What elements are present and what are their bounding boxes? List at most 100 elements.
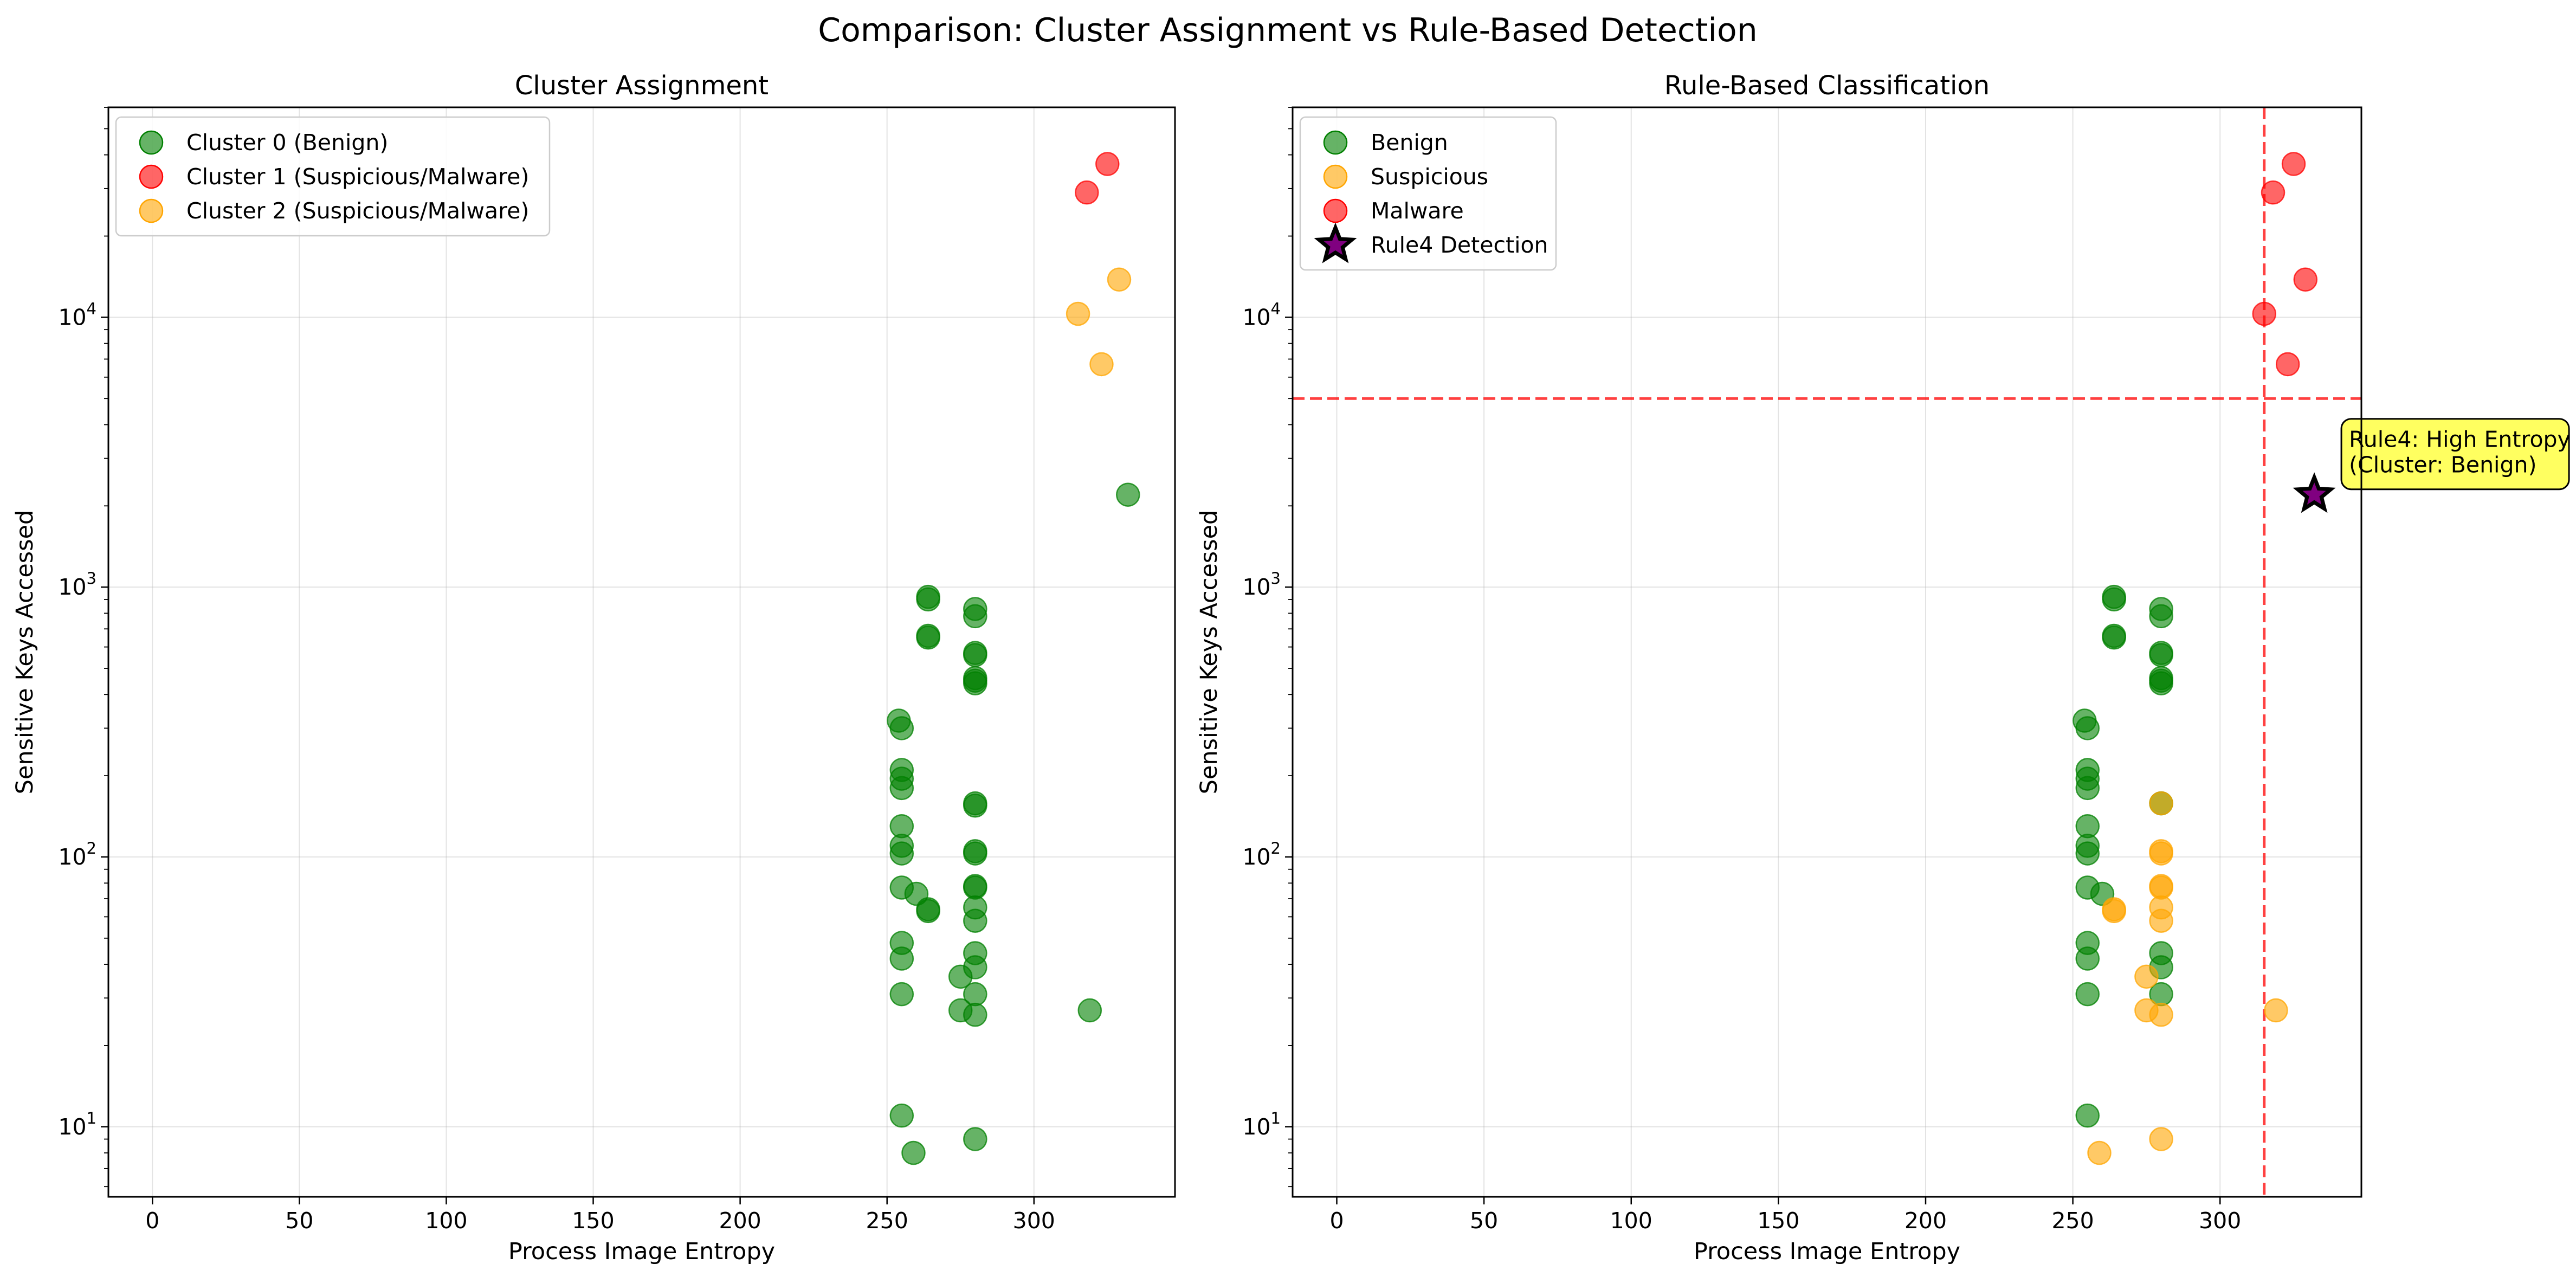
legend-marker: [139, 198, 164, 223]
data-point: [901, 1140, 926, 1165]
data-point: [889, 716, 914, 740]
x-tick-label: 200: [1904, 1208, 1947, 1234]
annotation-box: [2340, 418, 2570, 491]
x-tick-label: 150: [572, 1208, 614, 1234]
x-axis-label: Process Image Entropy: [508, 1238, 775, 1265]
cluster-assignment-panel: Cluster Assignment 0 50 100 150 200 250 300 101 1…: [11, 70, 1176, 1265]
data-point: [2075, 1103, 2100, 1128]
x-tick-label: 0: [1329, 1208, 1344, 1234]
data-point: [1077, 998, 1102, 1023]
x-tick-label: 300: [2199, 1208, 2241, 1234]
data-point: [916, 899, 940, 924]
legend-box: [1299, 116, 1557, 271]
legend-marker-star: [1314, 222, 1357, 263]
plot-frame: [107, 106, 1176, 1198]
legend-marker: [1323, 130, 1348, 155]
x-tick-label: 250: [866, 1208, 908, 1234]
data-point: [2075, 841, 2100, 866]
data-point: [2275, 352, 2300, 377]
data-point: [963, 841, 987, 866]
data-point: [2252, 301, 2276, 326]
data-point: [2149, 841, 2173, 866]
data-point: [2149, 643, 2173, 667]
data-point: [1107, 267, 1132, 292]
data-point: [1095, 152, 1120, 176]
data-point: [2075, 982, 2100, 1007]
legend: Benign Suspicious Malware Rule4 Detection: [1299, 116, 1557, 271]
panel-title: Cluster Assignment: [515, 70, 769, 101]
data-point: [889, 841, 914, 866]
legend-entry-label: Cluster 2 (Suspicious/Malware): [186, 198, 529, 224]
data-point: [963, 1002, 987, 1027]
y-tick-label: 101: [1242, 1109, 1281, 1140]
data-point: [963, 908, 987, 933]
y-axis-label: Sensitive Keys Accessed: [11, 510, 38, 795]
data-point: [1089, 352, 1114, 377]
data-point: [963, 671, 987, 695]
legend-marker: [1323, 164, 1348, 189]
annotation-text: Rule4: High Entropy: [2349, 427, 2571, 453]
y-tick-label: 102: [1242, 839, 1281, 870]
x-tick-label: 200: [719, 1208, 761, 1234]
y-tick-label: 101: [58, 1109, 96, 1140]
data-point: [963, 793, 987, 818]
data-point: [963, 955, 987, 979]
data-point: [963, 1127, 987, 1151]
legend-entry-label: Malware: [1371, 198, 1464, 224]
data-point: [2102, 626, 2126, 650]
panel-title: Rule-Based Classification: [1664, 70, 1990, 101]
legend-entry-label: Cluster 1 (Suspicious/Malware): [186, 164, 529, 190]
grid: [1293, 107, 2361, 1197]
x-tick-label: 0: [145, 1208, 159, 1234]
x-tick-label: 250: [2051, 1208, 2094, 1234]
data-points: [2073, 152, 2336, 1165]
data-point: [1075, 180, 1099, 205]
x-tick-label: 50: [1470, 1208, 1498, 1234]
data-point: [963, 604, 987, 629]
y-tick-label: 103: [58, 569, 96, 600]
y-tick-label: 103: [1242, 569, 1281, 600]
legend-marker: [1323, 198, 1348, 223]
data-point: [2075, 946, 2100, 971]
data-point: [2149, 604, 2173, 629]
data-point: [889, 982, 914, 1007]
x-axis-label: Process Image Entropy: [1694, 1238, 1960, 1265]
data-point: [2134, 964, 2159, 989]
data-point: [2293, 267, 2318, 292]
legend-entry-label: Suspicious: [1371, 164, 1488, 190]
data-point: [2149, 671, 2173, 695]
grid: [108, 107, 1175, 1197]
data-point: [963, 982, 987, 1007]
data-point: [2102, 899, 2126, 924]
y-tick-label: 104: [58, 299, 96, 330]
data-point: [2075, 716, 2100, 740]
data-point: [2149, 791, 2173, 816]
data-point: [1066, 301, 1090, 326]
legend-box: [115, 116, 551, 237]
data-point: [916, 587, 940, 612]
data-point: [963, 643, 987, 667]
figure-title: Comparison: Cluster Assignment vs Rule-B…: [818, 11, 1758, 49]
data-point: [2087, 1140, 2112, 1165]
rule-based-panel: Rule-Based Classification 0 50 100 150 200 250…: [1196, 70, 2571, 1265]
data-point: [889, 776, 914, 801]
x-tick-label: 100: [1610, 1208, 1652, 1234]
x-tick-label: 50: [285, 1208, 313, 1234]
legend: Cluster 0 (Benign) Cluster 1 (Suspicious/…: [115, 116, 551, 237]
x-tick-label: 150: [1757, 1208, 1799, 1234]
x-tick-label: 300: [1013, 1208, 1055, 1234]
legend-entry-label: Benign: [1371, 130, 1448, 156]
legend-entry-label: Cluster 0 (Benign): [186, 130, 388, 156]
data-point: [2149, 908, 2173, 933]
data-point: [2281, 152, 2306, 176]
data-point: [916, 626, 940, 650]
data-point: [2149, 1002, 2173, 1027]
data-point: [2149, 1127, 2173, 1151]
data-point: [1116, 482, 1140, 507]
legend-marker: [139, 130, 164, 155]
data-point: [2102, 587, 2126, 612]
x-tick-label: 100: [425, 1208, 467, 1234]
data-point: [2264, 998, 2288, 1023]
annotation-text: (Cluster: Benign): [2349, 452, 2536, 478]
